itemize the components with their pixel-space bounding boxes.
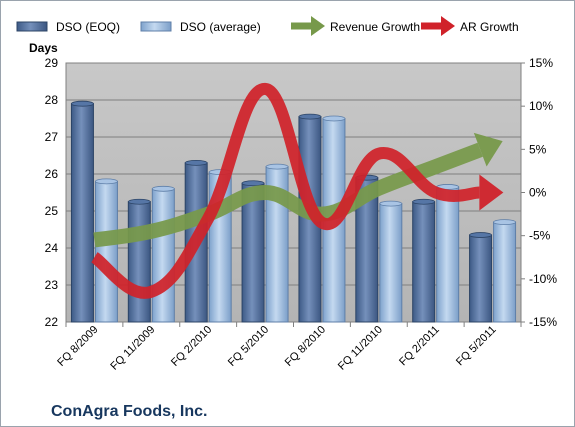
bar-dso-average — [436, 186, 460, 323]
bar-top — [71, 100, 94, 107]
x-tick-label: FQ 2/2010 — [169, 324, 214, 369]
y-left-tick-label: 23 — [45, 278, 59, 292]
arrowhead-revenue-growth — [473, 132, 503, 167]
y-left-tick-label: 22 — [45, 315, 59, 329]
bar-dso-eoq — [412, 201, 436, 323]
bar-top — [127, 198, 151, 205]
x-axis-ticks: FQ 8/2009 FQ 11/2009 FQ 2/2010 FQ 5/2010 FQ … — [55, 322, 522, 373]
bar-top — [469, 232, 492, 238]
y-left-tick-label: 27 — [45, 130, 59, 144]
bar-top — [95, 178, 118, 185]
legend: DSO (EOQ) DSO (average) Revenue Growth AR G… — [16, 16, 519, 36]
bar-top — [241, 180, 265, 187]
legend-arrow-ar-growth — [441, 16, 455, 36]
legend-swatch-dso-average — [140, 21, 172, 32]
y-left-tick-label: 29 — [45, 56, 59, 70]
legend-arrow-revenue-growth — [311, 16, 325, 36]
company-name: ConAgra Foods, Inc. — [51, 403, 207, 420]
bar-dso-eoq — [469, 234, 493, 323]
bar-top — [184, 159, 208, 166]
x-tick-label: FQ 8/2009 — [55, 324, 100, 369]
bar-dso-average — [151, 188, 175, 323]
bar-dso-average — [493, 221, 517, 323]
y-left-tick-label: 26 — [45, 167, 59, 181]
bar-top — [322, 115, 346, 122]
bar-dso-average — [379, 203, 403, 323]
y-right-tick-label: 15% — [529, 56, 553, 70]
legend-label-ar-growth: AR Growth — [460, 20, 519, 34]
arrowhead-ar-growth — [479, 174, 504, 211]
line-ar-growth — [90, 82, 480, 299]
x-tick-label: FQ 11/2010 — [336, 324, 385, 373]
bar-top — [379, 200, 403, 207]
y-right-tick-label: -10% — [529, 272, 557, 286]
y-left-tick-label: 25 — [45, 204, 59, 218]
x-tick-label: FQ 2/2011 — [397, 324, 442, 369]
y-right-tick-label: 10% — [529, 99, 553, 113]
y-right-tick-label: 0% — [529, 186, 547, 200]
y-axis-title: Days — [29, 41, 58, 55]
growth-lines — [90, 82, 504, 299]
bar-dso-eoq — [127, 201, 151, 323]
y-right-tick-label: -15% — [529, 315, 557, 329]
x-tick-label: FQ 11/2009 — [108, 324, 157, 373]
y-left-tick-label: 28 — [45, 93, 59, 107]
y-right-tick-label: 5% — [529, 142, 547, 156]
y-axis-right-ticks: -15% -10% -5% 0% 5% 10% 15% — [521, 56, 557, 329]
x-tick-label: FQ 8/2010 — [283, 324, 328, 369]
line-revenue-growth — [93, 142, 483, 248]
bar-top — [412, 198, 436, 205]
bar-top — [298, 113, 322, 120]
y-right-tick-label: -5% — [529, 229, 551, 243]
y-axis-left-ticks: 22 23 24 25 26 27 28 29 — [45, 56, 59, 329]
bar-dso-eoq — [70, 103, 94, 323]
bar-top — [265, 163, 289, 170]
y-left-tick-label: 24 — [45, 241, 59, 255]
x-tick-label: FQ 5/2010 — [226, 324, 271, 369]
bar-top — [493, 219, 516, 226]
bar-dso-average — [94, 180, 118, 323]
legend-swatch-dso-eoq — [16, 21, 48, 32]
legend-label-dso-eoq: DSO (EOQ) — [56, 20, 120, 34]
x-tick-label: FQ 5/2011 — [454, 324, 499, 369]
legend-label-revenue-growth: Revenue Growth — [330, 20, 420, 34]
legend-label-dso-average: DSO (average) — [180, 20, 261, 34]
bar-top — [151, 185, 175, 192]
